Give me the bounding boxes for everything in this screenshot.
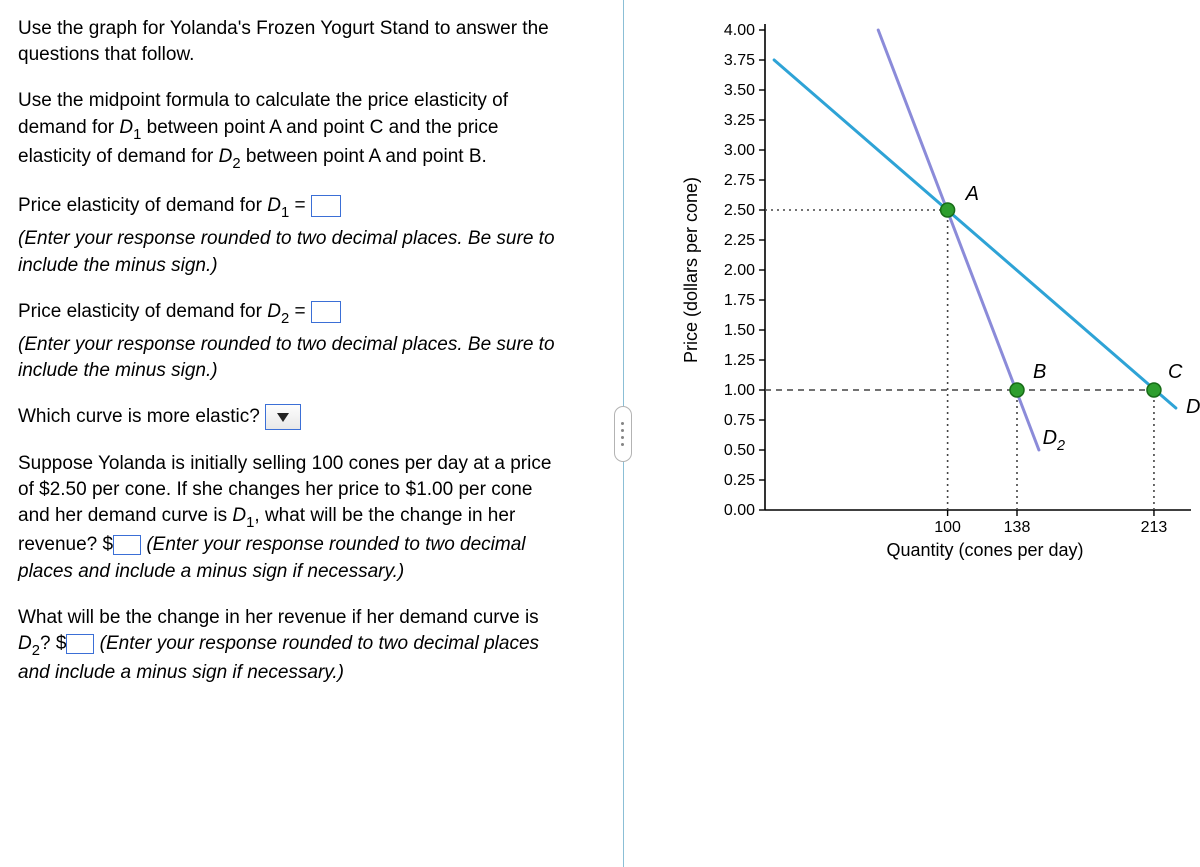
svg-text:D: D: [1186, 396, 1200, 418]
svg-text:1.00: 1.00: [724, 382, 755, 399]
d-letter: D: [267, 301, 281, 322]
ped1-instruction: (Enter your response rounded to two deci…: [18, 228, 555, 275]
elastic-select[interactable]: [265, 404, 301, 430]
demand-chart: 4.00 3.75 3.50 3.25 3.00 2.75 2.50 2.25 2.00 1.75…: [670, 20, 1200, 580]
chevron-down-icon: [277, 413, 289, 422]
panel-divider[interactable]: [595, 0, 650, 867]
text: ? $: [40, 633, 66, 654]
svg-text:0.50: 0.50: [724, 442, 755, 459]
svg-text:3.25: 3.25: [724, 112, 755, 129]
question-panel: Use the graph for Yolanda's Frozen Yogur…: [0, 0, 595, 867]
which-elastic-block: Which curve is more elastic?: [18, 404, 569, 430]
equals: =: [289, 301, 311, 322]
svg-text:Price (dollars per cone): Price (dollars per cone): [681, 177, 701, 363]
ped1-block: Price elasticity of demand for D1 = (Ent…: [18, 193, 569, 279]
text: between point A and point B.: [241, 146, 487, 167]
svg-text:213: 213: [1141, 519, 1168, 536]
d2-sub: 2: [32, 643, 40, 659]
svg-text:0.00: 0.00: [724, 502, 755, 519]
d-letter: D: [18, 633, 32, 654]
svg-text:2.00: 2.00: [724, 262, 755, 279]
intro-text: Use the graph for Yolanda's Frozen Yogur…: [18, 16, 569, 68]
d2-sub: 2: [281, 311, 289, 327]
svg-text:C: C: [1168, 361, 1183, 383]
ped2-input[interactable]: [311, 301, 341, 323]
text: What will be the change in her revenue i…: [18, 607, 539, 628]
d1-sub: 1: [281, 205, 289, 221]
svg-text:1.50: 1.50: [724, 322, 755, 339]
svg-text:0.75: 0.75: [724, 412, 755, 429]
svg-text:3.50: 3.50: [724, 82, 755, 99]
var-d2: D2: [219, 146, 241, 167]
ped1-input[interactable]: [311, 195, 341, 217]
svg-text:2.25: 2.25: [724, 232, 755, 249]
var-d1: D1: [119, 117, 141, 138]
dot-icon: [621, 436, 624, 439]
d-letter: D: [219, 146, 233, 167]
divider-handle[interactable]: [614, 406, 632, 462]
svg-text:D2: D2: [1043, 427, 1065, 454]
svg-text:1.25: 1.25: [724, 352, 755, 369]
chart-wrap: 4.00 3.75 3.50 3.25 3.00 2.75 2.50 2.25 2.00 1.75…: [670, 20, 1190, 580]
rev2-instruction: (Enter your response rounded to two deci…: [18, 633, 539, 683]
chart-panel: 4.00 3.75 3.50 3.25 3.00 2.75 2.50 2.25 2.00 1.75…: [650, 0, 1200, 867]
formula-paragraph: Use the midpoint formula to calculate th…: [18, 88, 569, 173]
dot-icon: [621, 443, 624, 446]
ped2-block: Price elasticity of demand for D2 = (Ent…: [18, 299, 569, 385]
svg-text:2.75: 2.75: [724, 172, 755, 189]
svg-text:3.00: 3.00: [724, 142, 755, 159]
which-elastic-label: Which curve is more elastic?: [18, 406, 265, 427]
d1-sub: 1: [133, 127, 141, 143]
svg-text:4.00: 4.00: [724, 22, 755, 39]
svg-text:B: B: [1033, 361, 1046, 383]
svg-text:1.75: 1.75: [724, 292, 755, 309]
svg-text:2.50: 2.50: [724, 202, 755, 219]
svg-text:0.25: 0.25: [724, 472, 755, 489]
svg-text:100: 100: [934, 519, 961, 536]
svg-text:3.75: 3.75: [724, 52, 755, 69]
ped2-label: Price elasticity of demand for: [18, 301, 267, 322]
revenue-d2-input[interactable]: [66, 634, 94, 654]
revenue-d1-block: Suppose Yolanda is initially selling 100…: [18, 451, 569, 585]
d-letter: D: [119, 117, 133, 138]
ped1-label: Price elasticity of demand for: [18, 195, 267, 216]
d-letter: D: [267, 195, 281, 216]
d-letter: D: [232, 505, 246, 526]
ped2-instruction: (Enter your response rounded to two deci…: [18, 334, 555, 381]
d2-sub: 2: [232, 156, 240, 172]
revenue-d2-block: What will be the change in her revenue i…: [18, 605, 569, 687]
equals: =: [289, 195, 311, 216]
svg-text:A: A: [965, 183, 979, 205]
svg-text:Quantity (cones per day): Quantity (cones per day): [886, 540, 1083, 560]
dot-icon: [621, 429, 624, 432]
d1-sub: 1: [246, 515, 254, 531]
dot-icon: [621, 422, 624, 425]
svg-text:138: 138: [1004, 519, 1031, 536]
revenue-d1-input[interactable]: [113, 535, 141, 555]
page-container: Use the graph for Yolanda's Frozen Yogur…: [0, 0, 1200, 867]
